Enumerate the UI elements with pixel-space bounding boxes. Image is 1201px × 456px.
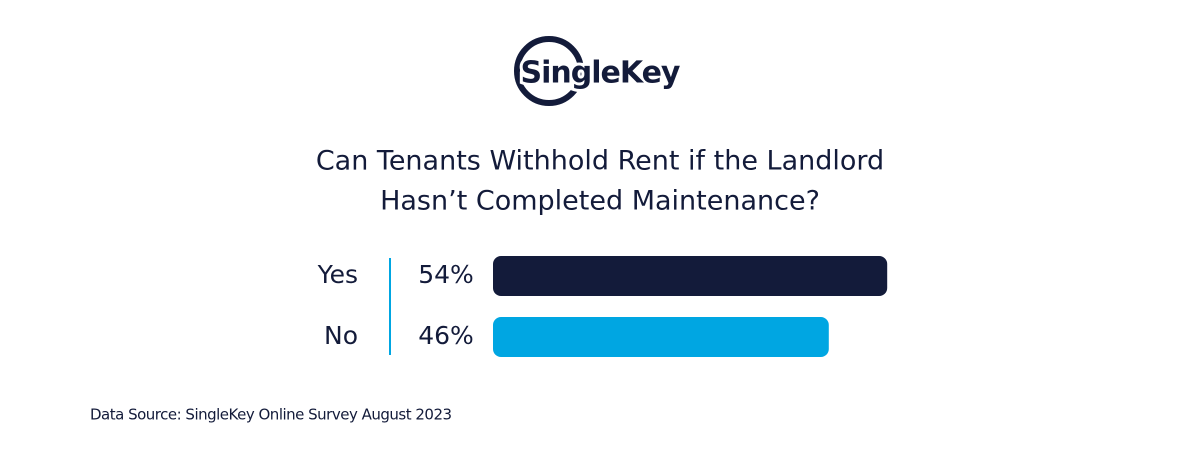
logo: SingleKey <box>521 56 681 91</box>
chart-title: Can Tenants Withhold Rent if the Landlor… <box>316 146 884 177</box>
value-label: 54% <box>418 260 474 289</box>
chart-title: Hasn’t Completed Maintenance? <box>380 186 820 217</box>
logo-ring <box>514 36 584 106</box>
bar <box>493 256 888 296</box>
source-note: Data Source: SingleKey Online Survey Aug… <box>90 406 452 424</box>
bar <box>493 317 829 357</box>
value-label: 46% <box>418 321 474 350</box>
category-label: No <box>324 321 358 350</box>
category-label: Yes <box>317 260 358 289</box>
